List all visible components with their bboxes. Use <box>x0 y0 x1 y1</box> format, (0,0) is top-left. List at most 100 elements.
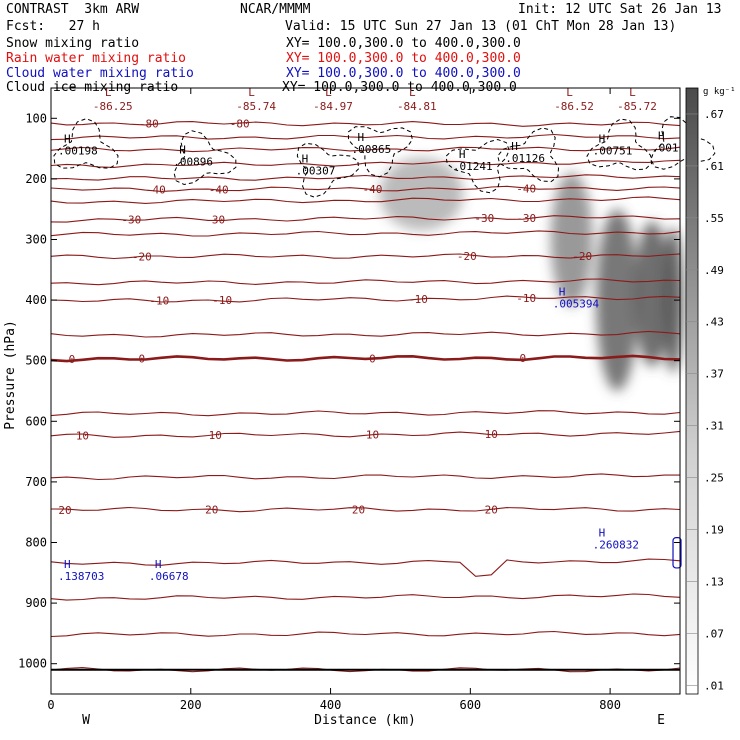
isotherm-label: -10 <box>149 295 169 308</box>
isotherm-label: 20 <box>58 504 71 517</box>
y-tick-label: 300 <box>25 233 47 247</box>
isotherm-20 <box>50 506 681 513</box>
cloud-water-high-marker: H <box>155 558 162 571</box>
cloud-water-high-marker: H <box>559 285 566 298</box>
isotherm-label: 10 <box>366 429 379 442</box>
snow-blob-0 <box>379 157 464 231</box>
cloud-ice-max-value: .00896 <box>173 156 213 169</box>
cloud-ice-high-marker: H <box>179 144 186 157</box>
cloud-ice-high-marker: H <box>302 153 309 166</box>
y-tick-label: 700 <box>25 475 47 489</box>
cloud-water-max-value: .06678 <box>149 570 189 583</box>
temperature-contours <box>50 121 681 673</box>
isotherm-label: -80 <box>139 117 159 130</box>
colorbar-tick-label: .13 <box>704 575 724 588</box>
isotherm-0 <box>50 354 681 363</box>
cloud-ice-high-marker: H <box>64 133 71 146</box>
valid-time: Valid: 15 UTC Sun 27 Jan 13 (01 ChT Mon … <box>285 19 677 34</box>
west-label: W <box>82 713 90 728</box>
isotherm--20 <box>50 253 681 260</box>
isotherm--40 <box>50 185 681 192</box>
low-marker: L <box>248 86 255 99</box>
cloud-ice-contour-6 <box>586 118 653 171</box>
snow-blob-3 <box>634 221 670 367</box>
y-tick-label: 600 <box>25 414 47 428</box>
model-title: CONTRAST 3km ARW <box>6 2 140 17</box>
isotherm-label: -30 <box>121 214 141 227</box>
colorbar-tick-label: .55 <box>704 212 724 225</box>
plot-frame <box>50 87 681 695</box>
low-value: -85.72 <box>617 100 657 113</box>
isotherm-label: -40 <box>516 182 536 195</box>
isotherm-label: -40 <box>363 183 383 196</box>
field-label-cloud-water: Cloud water mixing ratio <box>6 66 194 81</box>
isotherm-label: -30 <box>205 213 225 226</box>
colorbar-tick-label: .49 <box>704 264 724 277</box>
cloud-ice-contour-0 <box>53 118 119 169</box>
colorbar-tick-label: .25 <box>704 472 724 485</box>
colorbar-tick-label: .01 <box>704 679 724 692</box>
isotherm-label: -40 <box>146 184 166 197</box>
organization: NCAR/MMMM <box>240 2 311 17</box>
y-tick-label: 500 <box>25 354 47 368</box>
cloud-ice-high-marker: H <box>459 148 466 161</box>
cloud-ice-max-value: .01126 <box>505 152 545 165</box>
isotherm-label: -30 <box>516 212 536 225</box>
isotherm--60 <box>50 146 681 153</box>
isotherm-label: 20 <box>352 503 365 516</box>
isotherm-label: -20 <box>572 250 592 263</box>
forecast-hour: Fcst: 27 h <box>6 19 100 34</box>
y-tick-label: 1000 <box>18 657 47 671</box>
isotherm-label: 10 <box>209 429 222 442</box>
x-tick-label: 400 <box>320 698 342 712</box>
isotherm-label: 20 <box>485 503 498 516</box>
isotherm--15 <box>50 278 681 286</box>
cloud-ice-high-marker: H <box>599 133 606 146</box>
colorbar-tick-label: .19 <box>704 524 724 537</box>
colorbar-bar <box>685 87 699 695</box>
cloud-water-high-marker: H <box>599 527 606 540</box>
y-tick-label: 900 <box>25 596 47 610</box>
isotherm-label: -10 <box>408 293 428 306</box>
low-value: -84.81 <box>397 100 437 113</box>
y-axis-label: Pressure (hPa) <box>3 320 18 430</box>
low-value: -86.52 <box>554 100 594 113</box>
colorbar-tick-label: .37 <box>704 368 724 381</box>
isotherm--5 <box>50 330 681 338</box>
isotherm-label: -10 <box>516 292 536 305</box>
isotherm-label: 20 <box>205 504 218 517</box>
isotherm-label: -80 <box>230 118 250 131</box>
field-label-rain: Rain water mixing ratio <box>6 51 187 66</box>
cloud-water-contour <box>672 537 682 569</box>
isotherm--70 <box>50 133 681 141</box>
field-label-snow: Snow mixing ratio <box>6 36 140 51</box>
x-tick-label: 200 <box>180 698 202 712</box>
colorbar-tick-label: .31 <box>704 420 724 433</box>
isotherm-label: -40 <box>209 183 229 196</box>
colorbar: .01 .07 .13 .19 .25 .31 .37 .43 .49 .55 .61 .67 <box>685 87 724 695</box>
cloud-water-max-value: .138703 <box>58 570 104 583</box>
isotherm-30 <box>50 593 681 601</box>
x-axis-label: Distance (km) <box>314 713 416 728</box>
cloud-ice-high-marker: H <box>358 131 365 144</box>
init-time: Init: 12 UTC Sat 26 Jan 13 <box>518 2 722 17</box>
cloud-ice-max-value: .001 <box>652 142 679 155</box>
isotherm-5 <box>50 410 681 417</box>
low-value: -84.97 <box>313 100 353 113</box>
cloud-ice-contour-1 <box>173 130 237 186</box>
field-xy-rain: XY= 100.0,300.0 to 400.0,300.0 <box>286 51 521 66</box>
low-marker: L <box>566 86 573 99</box>
cloud-ice-max-value: .00751 <box>593 145 633 158</box>
low-marker: L <box>629 86 636 99</box>
cloud-water-high-marker: H <box>64 558 71 571</box>
colorbar-tick-label: .61 <box>704 160 724 173</box>
isotherm-label: -20 <box>457 250 477 263</box>
isotherm--45 <box>50 174 681 181</box>
low-marker: L <box>105 86 112 99</box>
cloud-ice-max-value: .00198 <box>58 145 98 158</box>
snow-blob-4 <box>662 227 684 373</box>
isotherm-label: 0 <box>369 352 376 365</box>
isotherm-label: 0 <box>139 353 146 366</box>
